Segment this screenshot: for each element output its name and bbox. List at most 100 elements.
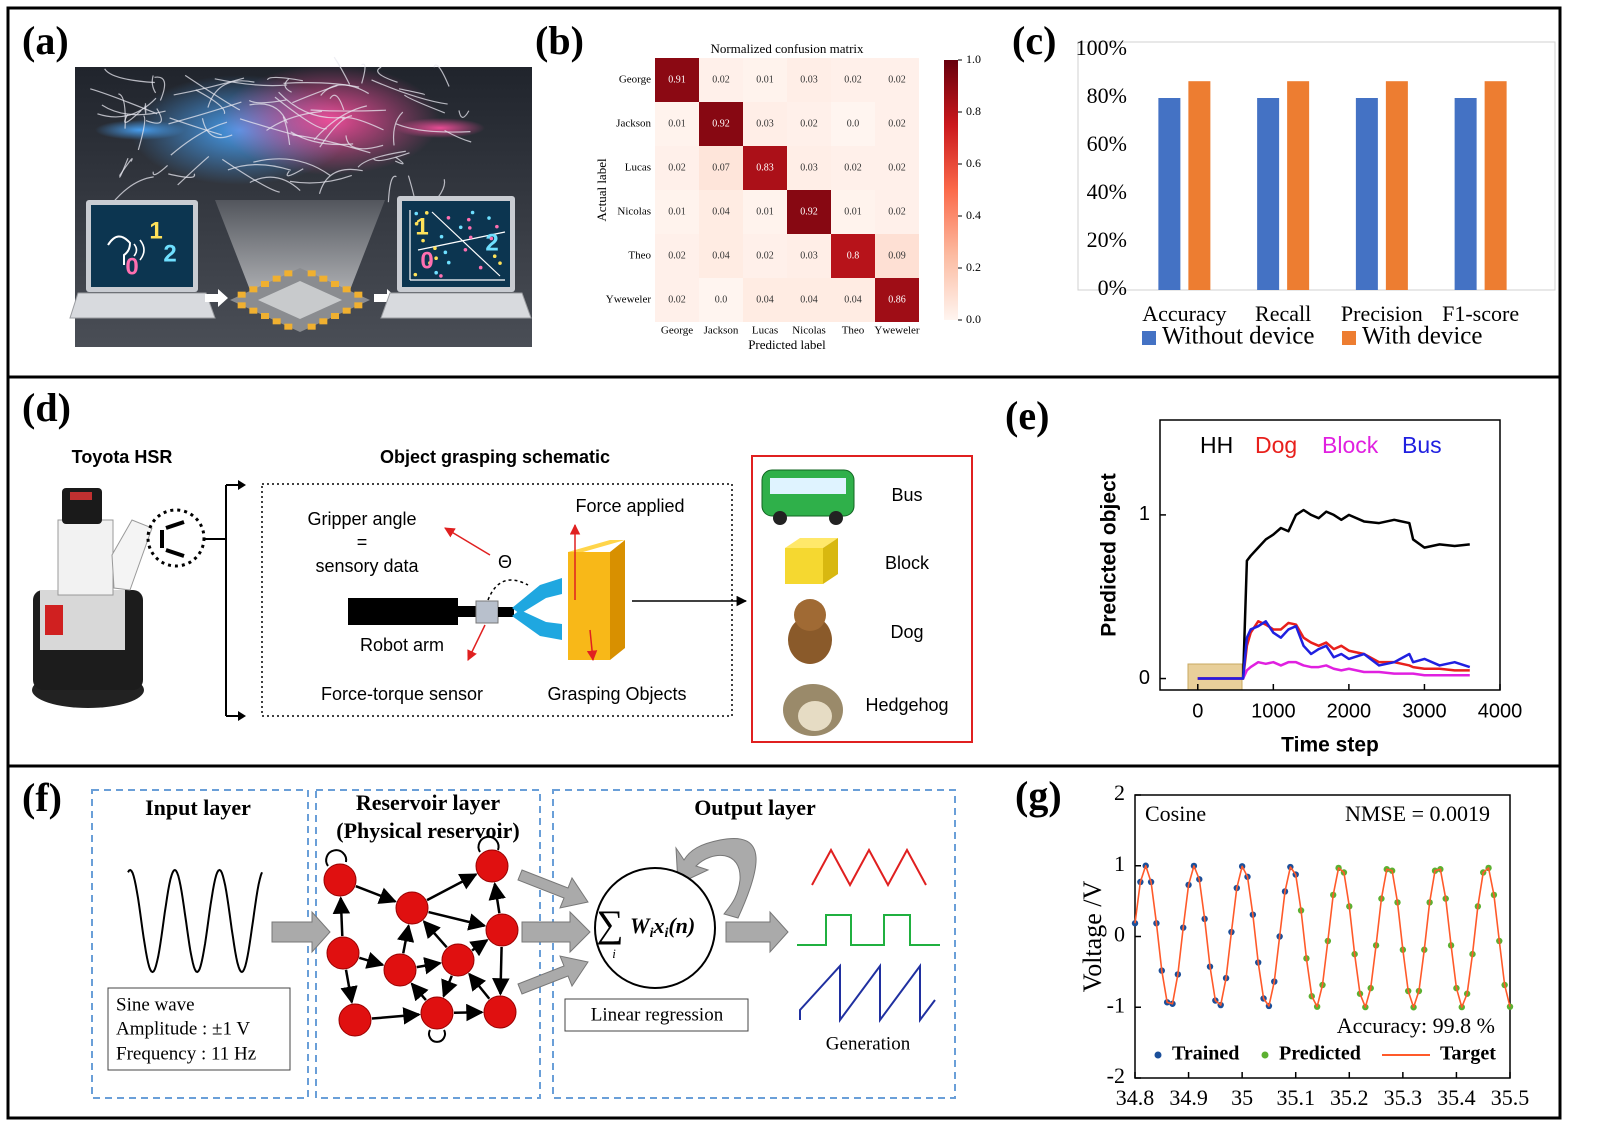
- screen-dot: [468, 235, 473, 240]
- data-line: [1197, 620, 1471, 680]
- angle-arrow: [444, 527, 491, 556]
- cell-label: 0.8: [847, 250, 860, 261]
- cell-label: 0.02: [800, 118, 818, 129]
- screen-dot: [466, 217, 471, 222]
- nanowire-network: [90, 56, 472, 211]
- panel-label: (g): [1015, 773, 1062, 818]
- reservoir-edge: [396, 923, 415, 954]
- x-tick-label: 35: [1231, 1085, 1253, 1110]
- nanowire: [398, 88, 425, 96]
- gripper-finger: [512, 610, 562, 640]
- nanowire: [395, 123, 471, 133]
- panel-label: (f): [22, 775, 62, 820]
- heatmap-cell: [655, 190, 699, 234]
- heatmap-cell: [787, 58, 831, 102]
- x-tick-label: Accuracy: [1142, 301, 1226, 326]
- cell-label: 0.04: [756, 294, 774, 305]
- angle-symbol: Θ: [498, 552, 512, 572]
- reservoir-edge: [371, 1007, 421, 1025]
- x-tick-label: 35.1: [1276, 1085, 1315, 1110]
- screen-dot: [439, 274, 443, 278]
- nanowire: [341, 117, 384, 131]
- glow: [95, 120, 185, 140]
- cell-label: 0.91: [668, 74, 686, 85]
- legend-label: Trained: [1172, 1043, 1239, 1065]
- dog-body: [788, 616, 832, 664]
- reservoir-diagram: Input layer Reservoir layer (Physical re…: [91, 789, 956, 1099]
- x-tick-label: 2000: [1327, 700, 1372, 722]
- chip-pad: [319, 275, 328, 282]
- colorbar-tick-label: 0.0: [966, 312, 981, 326]
- nanowire: [282, 116, 291, 145]
- cell-label: 0.01: [756, 206, 774, 217]
- y-tick-label: 2: [1114, 780, 1125, 805]
- colorbar: [944, 60, 958, 320]
- y-tick-label: 1: [1114, 851, 1125, 876]
- data-line: [1134, 864, 1511, 1009]
- nanowire: [357, 150, 406, 168]
- digit: 0: [420, 247, 433, 274]
- triangle-wave: [811, 847, 927, 888]
- reservoir-edge: [488, 882, 506, 914]
- screen-dot: [439, 234, 444, 239]
- cell-label: 0.01: [756, 74, 774, 85]
- schematic-box: [261, 483, 733, 717]
- y-tick-label: 60%: [1087, 131, 1127, 156]
- block-side: [823, 538, 838, 584]
- heatmap-cell: [699, 278, 743, 322]
- data-line: [1197, 620, 1470, 680]
- robot-title: Toyota HSR: [72, 447, 173, 467]
- block-front: [785, 548, 823, 584]
- nanowire: [284, 78, 292, 93]
- cell-label: 0.92: [712, 118, 730, 129]
- cell-label: 0.04: [844, 294, 862, 305]
- object-name: Hedgehog: [865, 695, 948, 715]
- nanowire: [168, 101, 242, 125]
- gripper-icon: [160, 520, 185, 558]
- chip-pad: [307, 323, 316, 330]
- y-axis-label: Actual label: [594, 158, 609, 222]
- flow-arrows: [271, 838, 789, 995]
- object-arrow: [586, 629, 598, 662]
- chip-pad: [237, 302, 246, 309]
- nanowire: [433, 64, 450, 87]
- object-name: Dog: [890, 622, 923, 642]
- x-tick-label: 4000: [1478, 700, 1523, 722]
- legend-label: Bus: [1402, 432, 1442, 458]
- chip-pad: [237, 291, 246, 298]
- x-tick-label: 34.8: [1116, 1085, 1155, 1110]
- cell-label: 0.04: [712, 206, 730, 217]
- reservoir-node: [441, 943, 475, 977]
- reservoir-node: [326, 936, 360, 970]
- col-label: Nicolas: [792, 325, 826, 337]
- nanowire: [118, 93, 126, 129]
- cell-label: 0.02: [668, 250, 686, 261]
- laptop-base: [380, 292, 532, 319]
- heatmap-cell: [699, 102, 743, 146]
- nanowire: [253, 158, 331, 176]
- reservoir-edge: [426, 873, 478, 902]
- cell-label: 0.92: [800, 206, 818, 217]
- nanowire: [104, 68, 155, 84]
- dog-head: [794, 599, 826, 631]
- reservoir-node: [383, 953, 417, 987]
- cell-label: 0.03: [800, 162, 818, 173]
- nanowire: [201, 118, 233, 139]
- nanowire: [266, 110, 323, 131]
- reservoir-node: [323, 863, 357, 897]
- colorbar-tick-label: 0.2: [966, 260, 981, 274]
- panel-label: (a): [22, 18, 69, 63]
- reservoir-node: [483, 995, 517, 1029]
- nanowire: [266, 76, 303, 82]
- screen-dot: [478, 265, 483, 270]
- reservoir-edge: [441, 975, 458, 998]
- illustration: 1 0 2 1 0 2: [69, 56, 532, 347]
- screen-dot: [414, 211, 419, 216]
- formula-sum: ∑: [596, 904, 623, 946]
- col-label: Jackson: [704, 325, 739, 337]
- cell-label: 0.04: [800, 294, 818, 305]
- chip-pad: [319, 318, 328, 325]
- cell-label: 0.02: [888, 162, 906, 173]
- nanowire: [329, 94, 345, 111]
- input-info: Amplitude : ±1 V: [116, 1018, 250, 1039]
